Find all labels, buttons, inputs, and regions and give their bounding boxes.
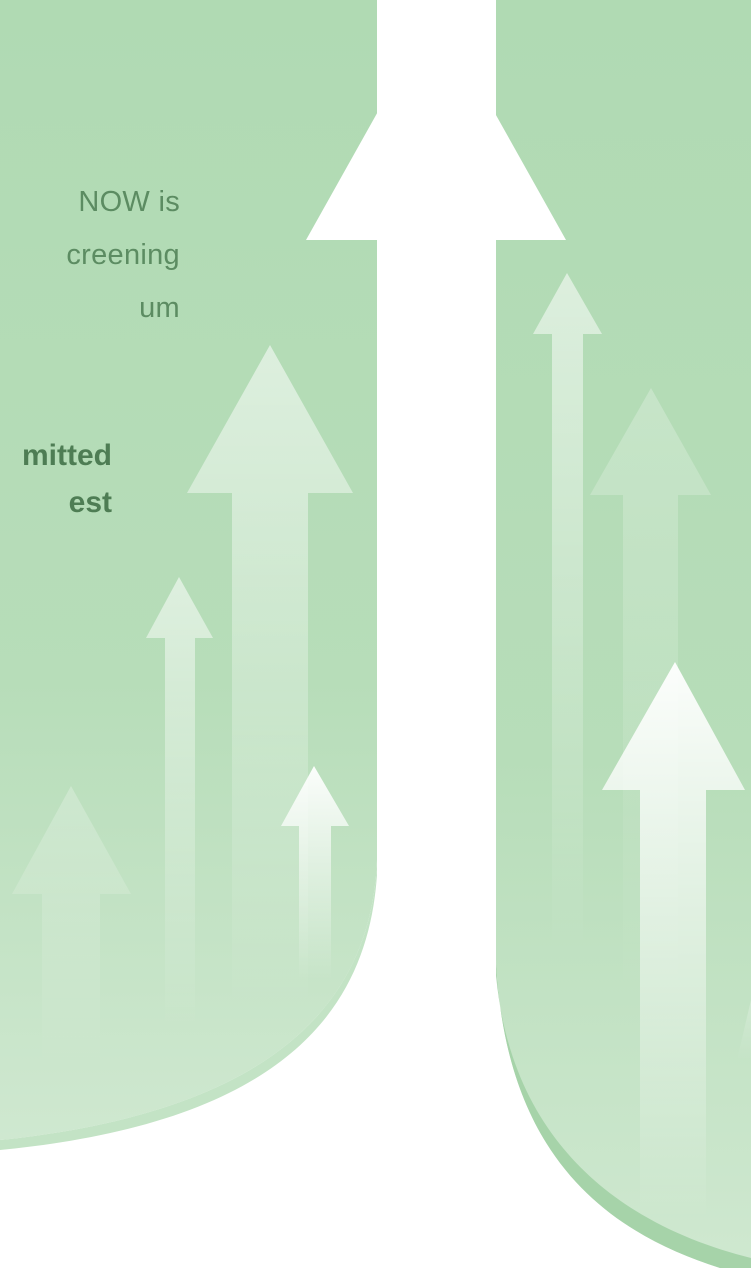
upward-arrow-icon xyxy=(187,345,353,1010)
upward-arrow-icon xyxy=(12,786,131,1070)
intro-line: NOW is xyxy=(78,186,180,218)
emphasis-line: est xyxy=(68,486,112,519)
emphasis-text: mitted est xyxy=(0,432,112,526)
emphasis-line: mitted xyxy=(22,439,112,472)
upward-arrow-icon xyxy=(590,388,711,1000)
intro-line: um xyxy=(139,292,180,324)
intro-text: NOW is creening um xyxy=(0,176,180,335)
upward-arrow-icon xyxy=(533,273,602,950)
upward-arrow-icon xyxy=(281,766,349,980)
right-curve-shadow xyxy=(496,960,751,1268)
intro-line: creening xyxy=(66,239,180,271)
upward-arrow-icon xyxy=(737,1000,751,1060)
upward-arrow-icon xyxy=(602,662,745,1220)
upward-arrow-icon xyxy=(306,8,566,860)
upward-arrow-icon xyxy=(146,577,213,1030)
